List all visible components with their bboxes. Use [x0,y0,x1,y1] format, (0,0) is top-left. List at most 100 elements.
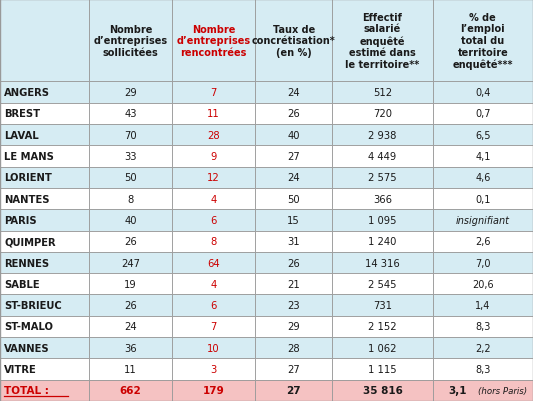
Bar [333,188,433,210]
Text: 7: 7 [211,322,217,332]
Bar [433,188,533,210]
Text: 366: 366 [373,194,392,204]
Bar [333,125,433,146]
Text: 40: 40 [287,130,300,140]
Bar [0,82,89,103]
Bar [255,231,333,252]
Bar [172,210,255,231]
Text: 1 062: 1 062 [368,343,397,353]
Bar [0,125,89,146]
Bar [0,273,89,295]
Bar [172,252,255,273]
Text: 24: 24 [287,88,300,98]
Bar [0,337,89,358]
Text: (hors Paris): (hors Paris) [478,386,528,395]
Text: BREST: BREST [4,109,41,119]
Text: 11: 11 [124,364,137,374]
Text: PARIS: PARIS [4,215,37,225]
Text: 2,6: 2,6 [475,237,490,247]
Text: Effectif
salarié
enquêté
estimé dans
le territoire**: Effectif salarié enquêté estimé dans le … [345,13,419,69]
Bar [0,380,89,401]
Bar [333,167,433,188]
Bar [172,231,255,252]
Text: 11: 11 [207,109,220,119]
Text: 731: 731 [373,300,392,310]
Bar [255,125,333,146]
Bar [89,358,172,380]
Bar [172,82,255,103]
Text: 26: 26 [287,258,300,268]
Bar [172,103,255,125]
Bar [333,0,433,82]
Bar [433,231,533,252]
Text: 23: 23 [287,300,300,310]
Bar [433,358,533,380]
Text: 64: 64 [207,258,220,268]
Text: 36: 36 [124,343,136,353]
Text: 26: 26 [124,237,137,247]
Text: TOTAL :: TOTAL : [4,385,49,395]
Text: Taux de
concrétisation*
(en %): Taux de concrétisation* (en %) [252,24,336,58]
Text: 24: 24 [124,322,136,332]
Bar [172,337,255,358]
Text: 27: 27 [286,385,301,395]
Text: 4 449: 4 449 [368,152,397,162]
Bar [255,167,333,188]
Bar [333,231,433,252]
Text: 24: 24 [287,173,300,183]
Bar [172,188,255,210]
Text: 6,5: 6,5 [475,130,490,140]
Text: 40: 40 [124,215,136,225]
Text: NANTES: NANTES [4,194,50,204]
Bar [89,252,172,273]
Bar [433,316,533,337]
Text: 8: 8 [211,237,216,247]
Bar [172,273,255,295]
Bar [255,103,333,125]
Text: 33: 33 [124,152,136,162]
Bar [433,252,533,273]
Bar [0,188,89,210]
Bar [333,103,433,125]
Text: 9: 9 [211,152,217,162]
Text: 8,3: 8,3 [475,322,490,332]
Text: 2 545: 2 545 [368,279,397,289]
Bar [0,0,89,82]
Text: 70: 70 [124,130,136,140]
Text: 3,1: 3,1 [449,385,467,395]
Bar [433,273,533,295]
Bar [255,82,333,103]
Text: Nombre
d’entreprises
rencontrées: Nombre d’entreprises rencontrées [176,24,251,58]
Bar [172,0,255,82]
Text: % de
l’emploi
total du
territoire
enquêté***: % de l’emploi total du territoire enquêt… [453,13,513,69]
Bar [255,0,333,82]
Text: 7: 7 [211,88,217,98]
Bar [433,103,533,125]
Bar [89,0,172,82]
Text: LE MANS: LE MANS [4,152,54,162]
Bar [433,82,533,103]
Bar [255,188,333,210]
Bar [89,146,172,167]
Bar [89,231,172,252]
Text: 27: 27 [287,152,300,162]
Text: ST-MALO: ST-MALO [4,322,53,332]
Bar [0,210,89,231]
Bar [89,337,172,358]
Bar [433,0,533,82]
Bar [89,295,172,316]
Bar [172,380,255,401]
Text: 26: 26 [287,109,300,119]
Bar [172,295,255,316]
Bar [172,358,255,380]
Bar [0,103,89,125]
Text: 12: 12 [207,173,220,183]
Bar [255,380,333,401]
Bar [333,380,433,401]
Text: 6: 6 [211,215,217,225]
Text: 29: 29 [287,322,300,332]
Text: ST-BRIEUC: ST-BRIEUC [4,300,62,310]
Text: 10: 10 [207,343,220,353]
Text: 29: 29 [124,88,137,98]
Bar [333,358,433,380]
